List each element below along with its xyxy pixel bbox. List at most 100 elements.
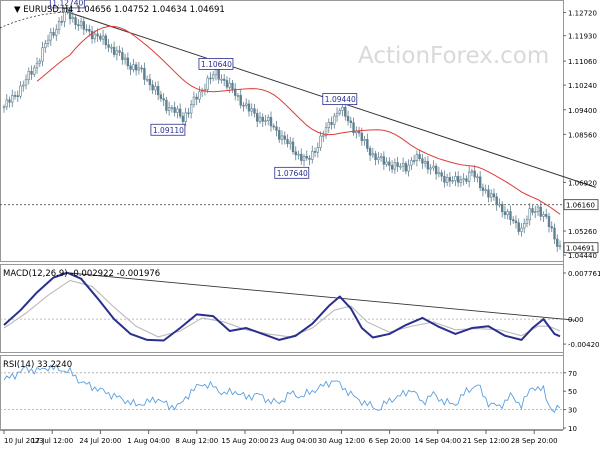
candle-body (110, 46, 113, 49)
candle-body (500, 203, 504, 213)
candle-body (286, 139, 289, 145)
price-annotation: 1.09440 (322, 93, 358, 105)
candle-body (393, 162, 397, 170)
annotation-box (322, 93, 358, 105)
candle-body (71, 17, 75, 20)
candle-body (434, 165, 438, 175)
candle-body (49, 32, 52, 41)
time-tick-label: 8 Aug 12:00 (175, 437, 218, 445)
price-tick-label: 1.08560 (568, 131, 597, 139)
candle-body (476, 176, 479, 179)
last-price-tag: 1.04691 (566, 245, 595, 253)
candle-body (156, 86, 160, 96)
candle-body (162, 98, 165, 101)
candle-body (415, 154, 419, 161)
macd-layer (0, 271, 577, 342)
candle-body (492, 193, 496, 198)
price-tick-label: 1.09400 (568, 107, 597, 115)
symbol-line: EURUSD,H4 1.04656 1.04752 1.04634 1.0469… (23, 5, 225, 15)
candle-body (123, 57, 127, 60)
candle-body (366, 139, 369, 149)
candle-body (374, 153, 377, 161)
candle-body (319, 135, 322, 148)
candle-body (134, 64, 138, 71)
candle-body (311, 151, 314, 160)
candle-body (338, 110, 342, 114)
candle-body (90, 30, 94, 40)
candle-body (60, 20, 64, 23)
candle-body (107, 44, 110, 48)
candle-body (214, 68, 218, 76)
macd-panel[interactable] (0, 264, 564, 353)
macd-tick-label: -0.004205 (568, 341, 600, 349)
candle-body (55, 29, 58, 36)
candle-body (553, 227, 556, 240)
candle-body (192, 96, 196, 105)
time-tick-label: 6 Sep 20:00 (368, 437, 410, 445)
price-annotation: 1.12740 (49, 0, 85, 9)
candle-body (421, 158, 424, 164)
candle-body (46, 39, 50, 44)
candle-body (198, 91, 201, 100)
rsi-tick-label: 50 (568, 388, 577, 396)
candle-body (528, 208, 531, 221)
rsi-panel[interactable] (0, 355, 564, 430)
macd-tick-label: 0.00 (568, 316, 584, 324)
annotation-label: 1.10640 (201, 60, 232, 69)
candle-body (220, 78, 223, 81)
candle-body (52, 32, 55, 36)
candle-body (181, 115, 185, 122)
candle-body (545, 214, 548, 217)
candle-body (396, 162, 399, 167)
candle-body (368, 148, 372, 156)
candle-body (313, 151, 317, 153)
candle-body (506, 211, 509, 216)
time-tick-label: 14 Sep 04:00 (414, 437, 461, 445)
candle-body (278, 130, 281, 140)
candle-body (79, 21, 83, 26)
candle-body (206, 77, 209, 90)
candle-body (432, 165, 435, 169)
candle-body (184, 112, 187, 122)
candle-body (104, 35, 108, 46)
candle-body (68, 9, 72, 20)
candle-body (443, 175, 446, 183)
last-price-tag-box (563, 242, 599, 254)
price-annotation: 1.07640 (274, 166, 310, 179)
candle-body (35, 62, 39, 69)
candle-body (280, 135, 284, 140)
candle-body (264, 120, 267, 122)
candle-body (539, 206, 542, 217)
candle-body (327, 121, 330, 128)
candle-body (335, 112, 339, 117)
header-arrow-icon[interactable]: ▼ (14, 5, 23, 15)
support-price-tag: 1.06160 (566, 202, 595, 210)
candle-body (377, 157, 380, 161)
candle-body (316, 147, 319, 153)
candle-body (385, 161, 388, 165)
candle-body (19, 85, 22, 97)
candle-body (289, 141, 292, 145)
candle-body (556, 238, 559, 247)
candle-body (404, 163, 408, 172)
candle-body (429, 167, 432, 170)
candle-body (211, 74, 215, 79)
candle-body (426, 161, 430, 170)
price-tick-label: 1.10240 (568, 82, 597, 90)
candle-body (145, 78, 149, 81)
candle-body (112, 46, 116, 55)
candle-body (118, 50, 121, 53)
candle-body (410, 160, 413, 166)
candle-body (349, 120, 353, 123)
candle-body (341, 106, 344, 111)
price-tick-label: 1.11930 (568, 33, 597, 41)
candle-body (495, 196, 498, 206)
candle-body (531, 208, 534, 213)
price-tick-label: 1.06920 (568, 179, 597, 187)
candle-body (525, 219, 529, 224)
candle-body (478, 176, 482, 188)
candle-body (137, 67, 141, 71)
candle-body (297, 153, 300, 156)
price-tick-label: 1.11060 (568, 58, 597, 66)
